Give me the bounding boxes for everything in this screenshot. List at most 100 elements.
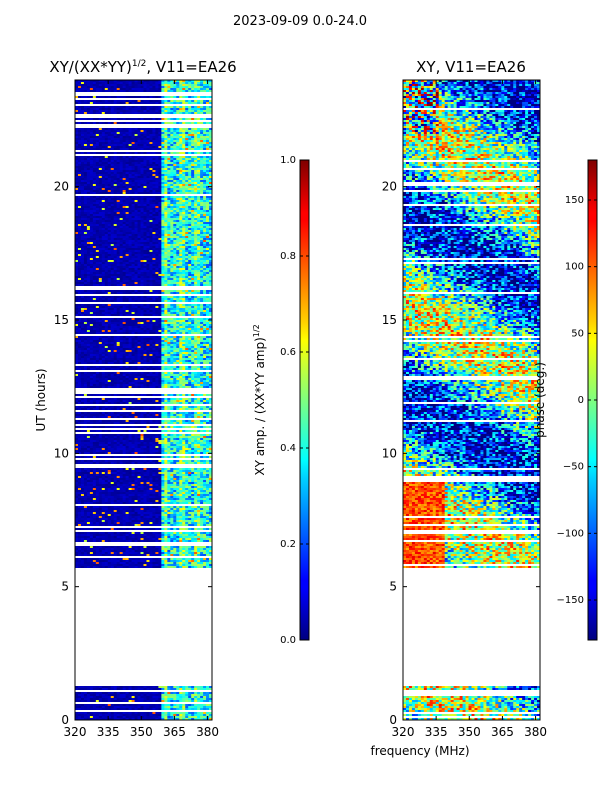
heatmap-cell <box>102 96 105 98</box>
heatmap-cell <box>149 208 152 210</box>
heatmap-cell <box>141 260 144 262</box>
heatmap-cell <box>149 322 152 324</box>
heatmap-cell <box>102 178 105 180</box>
heatmap-cell <box>197 226 200 228</box>
heatmap-cell <box>182 176 185 178</box>
heatmap-cell <box>129 322 132 324</box>
heatmap-cell <box>185 192 188 194</box>
heatmap-cell <box>149 278 152 280</box>
heatmap-cell <box>144 172 147 174</box>
heatmap-cell <box>108 266 111 268</box>
heatmap-cell <box>176 328 179 330</box>
heatmap-cell <box>182 160 185 162</box>
heatmap-cell <box>158 162 161 164</box>
heatmap-cell <box>96 246 99 248</box>
heatmap-cell <box>114 188 117 190</box>
heatmap-cell <box>114 164 117 166</box>
heatmap-cell <box>164 248 167 250</box>
heatmap-cell <box>167 206 170 208</box>
heatmap-cell <box>78 82 81 84</box>
heatmap-cell <box>75 152 78 154</box>
heatmap-cell <box>191 202 194 204</box>
heatmap-cell <box>194 86 197 88</box>
heatmap-cell <box>149 282 152 284</box>
heatmap-cell <box>138 296 141 298</box>
heatmap-cell <box>102 160 105 162</box>
heatmap-cell <box>173 168 176 170</box>
heatmap-cell <box>146 310 149 312</box>
heatmap-cell <box>105 206 108 208</box>
heatmap-cell <box>155 148 158 150</box>
heatmap-cell <box>141 162 144 164</box>
heatmap-cell <box>161 200 164 202</box>
heatmap-cell <box>138 188 141 190</box>
heatmap-cell <box>114 256 117 258</box>
heatmap-cell <box>123 296 126 298</box>
heatmap-cell <box>129 90 132 92</box>
heatmap-cell <box>108 88 111 90</box>
heatmap-cell <box>173 270 176 272</box>
heatmap-cell <box>197 314 200 316</box>
heatmap-cell <box>152 228 155 230</box>
heatmap-cell <box>75 280 78 282</box>
heatmap-cell <box>188 190 191 192</box>
heatmap-cell <box>206 110 209 112</box>
heatmap-cell <box>149 152 152 154</box>
heatmap-cell <box>120 158 123 160</box>
heatmap-cell <box>182 118 185 120</box>
heatmap-cell <box>188 264 191 266</box>
heatmap-cell <box>161 306 164 308</box>
heatmap-cell <box>191 318 194 320</box>
heatmap-cell <box>129 328 132 330</box>
heatmap-cell <box>203 138 206 140</box>
heatmap-cell <box>152 130 155 132</box>
heatmap-cell <box>105 186 108 188</box>
heatmap-cell <box>117 320 120 322</box>
heatmap-cell <box>152 196 155 198</box>
heatmap-cell <box>120 252 123 254</box>
heatmap-cell <box>129 244 132 246</box>
heatmap-cell <box>188 274 191 276</box>
heatmap-cell <box>200 100 203 102</box>
heatmap-cell <box>152 282 155 284</box>
heatmap-cell <box>129 218 132 220</box>
heatmap-cell <box>129 278 132 280</box>
heatmap-cell <box>99 318 102 320</box>
heatmap-cell <box>96 180 99 182</box>
heatmap-cell <box>158 84 161 86</box>
heatmap-cell <box>135 242 138 244</box>
heatmap-cell <box>138 118 141 120</box>
heatmap-cell <box>93 138 96 140</box>
heatmap-cell <box>182 200 185 202</box>
heatmap-cell <box>120 330 123 332</box>
heatmap-cell <box>152 164 155 166</box>
heatmap-cell <box>120 90 123 92</box>
heatmap-cell <box>126 166 129 168</box>
heatmap-cell <box>123 162 126 164</box>
heatmap-cell <box>155 176 158 178</box>
heatmap-cell <box>111 236 114 238</box>
heatmap-cell <box>123 86 126 88</box>
heatmap-cell <box>176 222 179 224</box>
heatmap-cell <box>102 212 105 214</box>
heatmap-cell <box>87 134 90 136</box>
heatmap-cell <box>84 318 87 320</box>
heatmap-cell <box>129 212 132 214</box>
heatmap-cell <box>135 314 138 316</box>
heatmap-cell <box>93 86 96 88</box>
heatmap-cell <box>102 320 105 322</box>
heatmap-cell <box>99 324 102 326</box>
heatmap-cell <box>87 242 90 244</box>
heatmap-cell <box>206 216 209 218</box>
heatmap-cell <box>146 250 149 252</box>
heatmap-cell <box>164 156 167 158</box>
heatmap-cell <box>93 228 96 230</box>
heatmap-cell <box>164 130 167 132</box>
heatmap-cell <box>135 178 138 180</box>
heatmap-cell <box>129 264 132 266</box>
heatmap-cell <box>158 188 161 190</box>
heatmap-cell <box>176 198 179 200</box>
heatmap-cell <box>123 326 126 328</box>
heatmap-cell <box>194 326 197 328</box>
heatmap-cell <box>120 108 123 110</box>
